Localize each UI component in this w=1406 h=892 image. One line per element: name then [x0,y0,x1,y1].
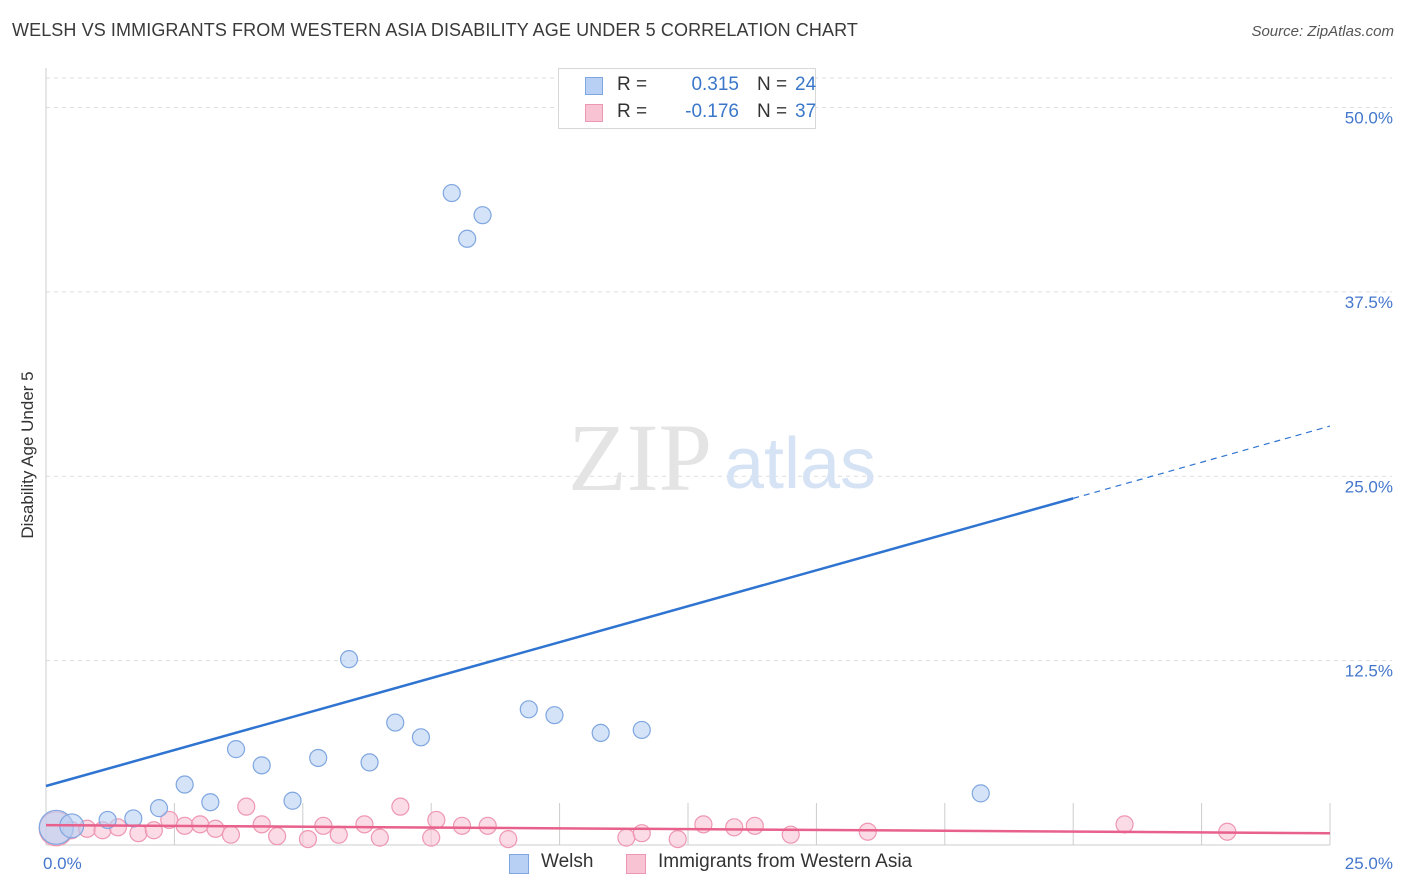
welsh-point [98,810,117,830]
immigrants-point [252,815,271,834]
y-axis-label: Disability Age Under 5 [18,371,37,539]
chart-title: WELSH VS IMMIGRANTS FROM WESTERN ASIA DI… [12,20,858,40]
welsh-trend-line [45,497,1074,788]
welsh-point [458,229,477,248]
legend-label-immigrants: Immigrants from Western Asia [658,851,913,872]
welsh-point [149,799,169,818]
legend-n-label: N = [757,101,788,122]
legend-n-label: N = [757,74,788,95]
welsh-point [175,775,194,794]
watermark-zip: ZIP [568,404,712,511]
x-tick-label: 0.0% [43,854,82,873]
legend-label-welsh: Welsh [541,851,594,872]
welsh-point [386,713,405,732]
immigrants-point [237,797,256,816]
immigrants-point [190,815,210,834]
welsh-point [226,740,246,759]
y-tick-label: 50.0% [1345,109,1393,128]
welsh-trend-extension [1073,425,1331,499]
immigrants-point [221,825,240,844]
immigrants-point [745,816,764,835]
legend-n-value: 37 [795,101,817,122]
y-tick-label: 25.0% [1345,477,1393,496]
legend-swatch-immigrants [585,104,603,122]
legend-r-value: -0.176 [685,101,739,122]
immigrants-point [391,797,410,816]
legend-r-label: R = [617,101,648,122]
tick-labels: 12.5% 25.0% 37.5% 50.0% 0.0% 25.0% [43,109,1393,874]
y-tick-label: 37.5% [1345,293,1393,312]
immigrants-point [858,822,877,841]
welsh-point [591,723,610,743]
watermark-atlas: atlas [724,424,876,504]
immigrants-point [329,825,348,844]
x-tick-label: 25.0% [1345,854,1393,873]
data-points [38,183,1237,849]
legend-r-label: R = [617,74,648,95]
legend-r-value: 0.315 [691,74,739,95]
immigrants-point [355,815,374,834]
immigrants-point [452,816,472,835]
welsh-point [473,206,492,225]
immigrants-trend-line [45,823,1331,835]
immigrants-point [144,821,163,840]
immigrants-point [427,810,446,830]
welsh-point [309,748,328,768]
immigrants-point [422,828,441,847]
legend-swatch-welsh [509,854,529,874]
welsh-point [201,793,220,812]
welsh-point [442,183,461,203]
welsh-point [632,720,651,740]
immigrants-point [370,828,389,847]
immigrants-point [1115,815,1134,834]
immigrants-point [298,829,318,849]
immigrants-point [617,828,636,847]
legend-swatch-welsh [585,77,603,95]
immigrants-point [632,824,651,843]
immigrants-point [499,829,518,849]
immigrants-point [478,816,497,835]
source-label: Source: ZipAtlas.com [1251,23,1394,40]
welsh-point [339,650,359,669]
stats-legend: R = 0.315 N = 24 R = -0.176 N = 37 [558,68,816,129]
y-tick-label: 12.5% [1345,662,1393,681]
welsh-point [971,784,990,803]
immigrants-point [206,819,225,838]
welsh-point [124,809,143,828]
immigrants-point [725,818,744,837]
trend-lines [45,425,1331,835]
welsh-point [545,706,564,725]
immigrants-point [268,827,287,846]
immigrants-point [668,829,687,849]
welsh-point [283,791,302,810]
gridlines [46,77,1392,662]
welsh-point [252,756,271,775]
legend-swatch-immigrants [626,854,646,874]
welsh-point [411,728,431,747]
welsh-point [360,753,379,772]
welsh-point [519,700,538,719]
legend-n-value: 24 [795,74,817,95]
